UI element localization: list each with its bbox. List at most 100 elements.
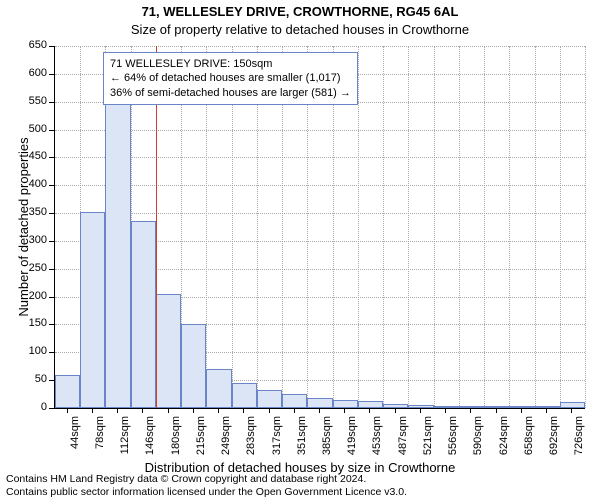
gridline-h xyxy=(55,213,585,214)
bar xyxy=(509,406,534,408)
gridline-h xyxy=(55,46,585,47)
x-tick xyxy=(294,408,295,413)
chart-title-sub: Size of property relative to detached ho… xyxy=(0,22,600,37)
y-tick xyxy=(49,157,54,158)
x-tick xyxy=(395,408,396,413)
annotation-box: 71 WELLESLEY DRIVE: 150sqm← 64% of detac… xyxy=(103,52,358,105)
x-tick-label: 692sqm xyxy=(548,416,560,466)
y-tick xyxy=(49,74,54,75)
gridline-v xyxy=(560,46,561,408)
x-tick xyxy=(142,408,143,413)
y-tick-label: 600 xyxy=(17,67,47,79)
y-tick-label: 200 xyxy=(17,290,47,302)
x-tick-label: 44sqm xyxy=(69,416,81,466)
bar xyxy=(232,383,257,408)
x-tick xyxy=(369,408,370,413)
chart-title-main: 71, WELLESLEY DRIVE, CROWTHORNE, RG45 6A… xyxy=(0,4,600,19)
x-tick-label: 487sqm xyxy=(397,416,409,466)
gridline-v xyxy=(459,46,460,408)
gridline-v xyxy=(434,46,435,408)
annotation-line: ← 64% of detached houses are smaller (1,… xyxy=(110,71,351,85)
x-tick xyxy=(344,408,345,413)
gridline-v xyxy=(585,46,586,408)
x-tick xyxy=(470,408,471,413)
x-tick-label: 590sqm xyxy=(472,416,484,466)
x-tick-label: 419sqm xyxy=(346,416,358,466)
y-tick xyxy=(49,352,54,353)
bar xyxy=(206,369,231,408)
x-tick xyxy=(319,408,320,413)
y-tick-label: 250 xyxy=(17,262,47,274)
y-tick xyxy=(49,185,54,186)
gridline-v xyxy=(408,46,409,408)
y-tick xyxy=(49,297,54,298)
x-tick-label: 317sqm xyxy=(271,416,283,466)
y-tick xyxy=(49,102,54,103)
bar xyxy=(307,398,332,408)
x-tick xyxy=(420,408,421,413)
gridline-v xyxy=(535,46,536,408)
y-tick xyxy=(49,241,54,242)
x-tick-label: 521sqm xyxy=(422,416,434,466)
bar xyxy=(131,221,156,408)
chart-container: { "title_main": "71, WELLESLEY DRIVE, CR… xyxy=(0,0,600,500)
x-tick xyxy=(67,408,68,413)
bar xyxy=(383,404,408,408)
bar xyxy=(333,400,358,408)
y-tick xyxy=(49,324,54,325)
x-tick xyxy=(193,408,194,413)
annotation-line: 36% of semi-detached houses are larger (… xyxy=(110,86,351,100)
bar xyxy=(408,405,433,408)
bar xyxy=(358,401,383,408)
x-tick-label: 112sqm xyxy=(119,416,131,466)
x-tick-label: 180sqm xyxy=(170,416,182,466)
gridline-v xyxy=(484,46,485,408)
x-tick xyxy=(496,408,497,413)
y-tick xyxy=(49,46,54,47)
x-tick-label: 351sqm xyxy=(296,416,308,466)
bar xyxy=(282,394,307,408)
x-tick xyxy=(269,408,270,413)
x-tick-label: 146sqm xyxy=(144,416,156,466)
bar xyxy=(257,390,282,408)
x-tick xyxy=(243,408,244,413)
x-tick-label: 283sqm xyxy=(245,416,257,466)
x-tick xyxy=(117,408,118,413)
bar xyxy=(55,375,80,408)
bar xyxy=(181,324,206,408)
y-tick xyxy=(49,269,54,270)
y-tick-label: 500 xyxy=(17,123,47,135)
bar xyxy=(484,406,509,408)
y-tick-label: 450 xyxy=(17,150,47,162)
gridline-h xyxy=(55,157,585,158)
x-tick-label: 556sqm xyxy=(447,416,459,466)
x-tick-label: 249sqm xyxy=(220,416,232,466)
x-tick xyxy=(521,408,522,413)
bar xyxy=(156,294,181,408)
gridline-h xyxy=(55,185,585,186)
footnote-line: Contains public sector information licen… xyxy=(6,486,600,499)
x-tick-label: 215sqm xyxy=(195,416,207,466)
x-tick-label: 78sqm xyxy=(94,416,106,466)
x-tick xyxy=(571,408,572,413)
x-tick-label: 385sqm xyxy=(321,416,333,466)
y-tick-label: 400 xyxy=(17,178,47,190)
x-tick-label: 624sqm xyxy=(498,416,510,466)
y-tick-label: 50 xyxy=(17,373,47,385)
x-tick xyxy=(92,408,93,413)
gridline-v xyxy=(358,46,359,408)
y-tick xyxy=(49,380,54,381)
x-tick-label: 726sqm xyxy=(573,416,585,466)
y-tick xyxy=(49,213,54,214)
x-tick-label: 658sqm xyxy=(523,416,535,466)
y-tick-label: 100 xyxy=(17,345,47,357)
x-tick xyxy=(445,408,446,413)
y-tick-label: 550 xyxy=(17,95,47,107)
y-tick-label: 150 xyxy=(17,317,47,329)
y-tick-label: 350 xyxy=(17,206,47,218)
y-tick xyxy=(49,130,54,131)
gridline-h xyxy=(55,130,585,131)
x-tick xyxy=(168,408,169,413)
bar xyxy=(80,212,105,408)
bar xyxy=(105,100,130,408)
